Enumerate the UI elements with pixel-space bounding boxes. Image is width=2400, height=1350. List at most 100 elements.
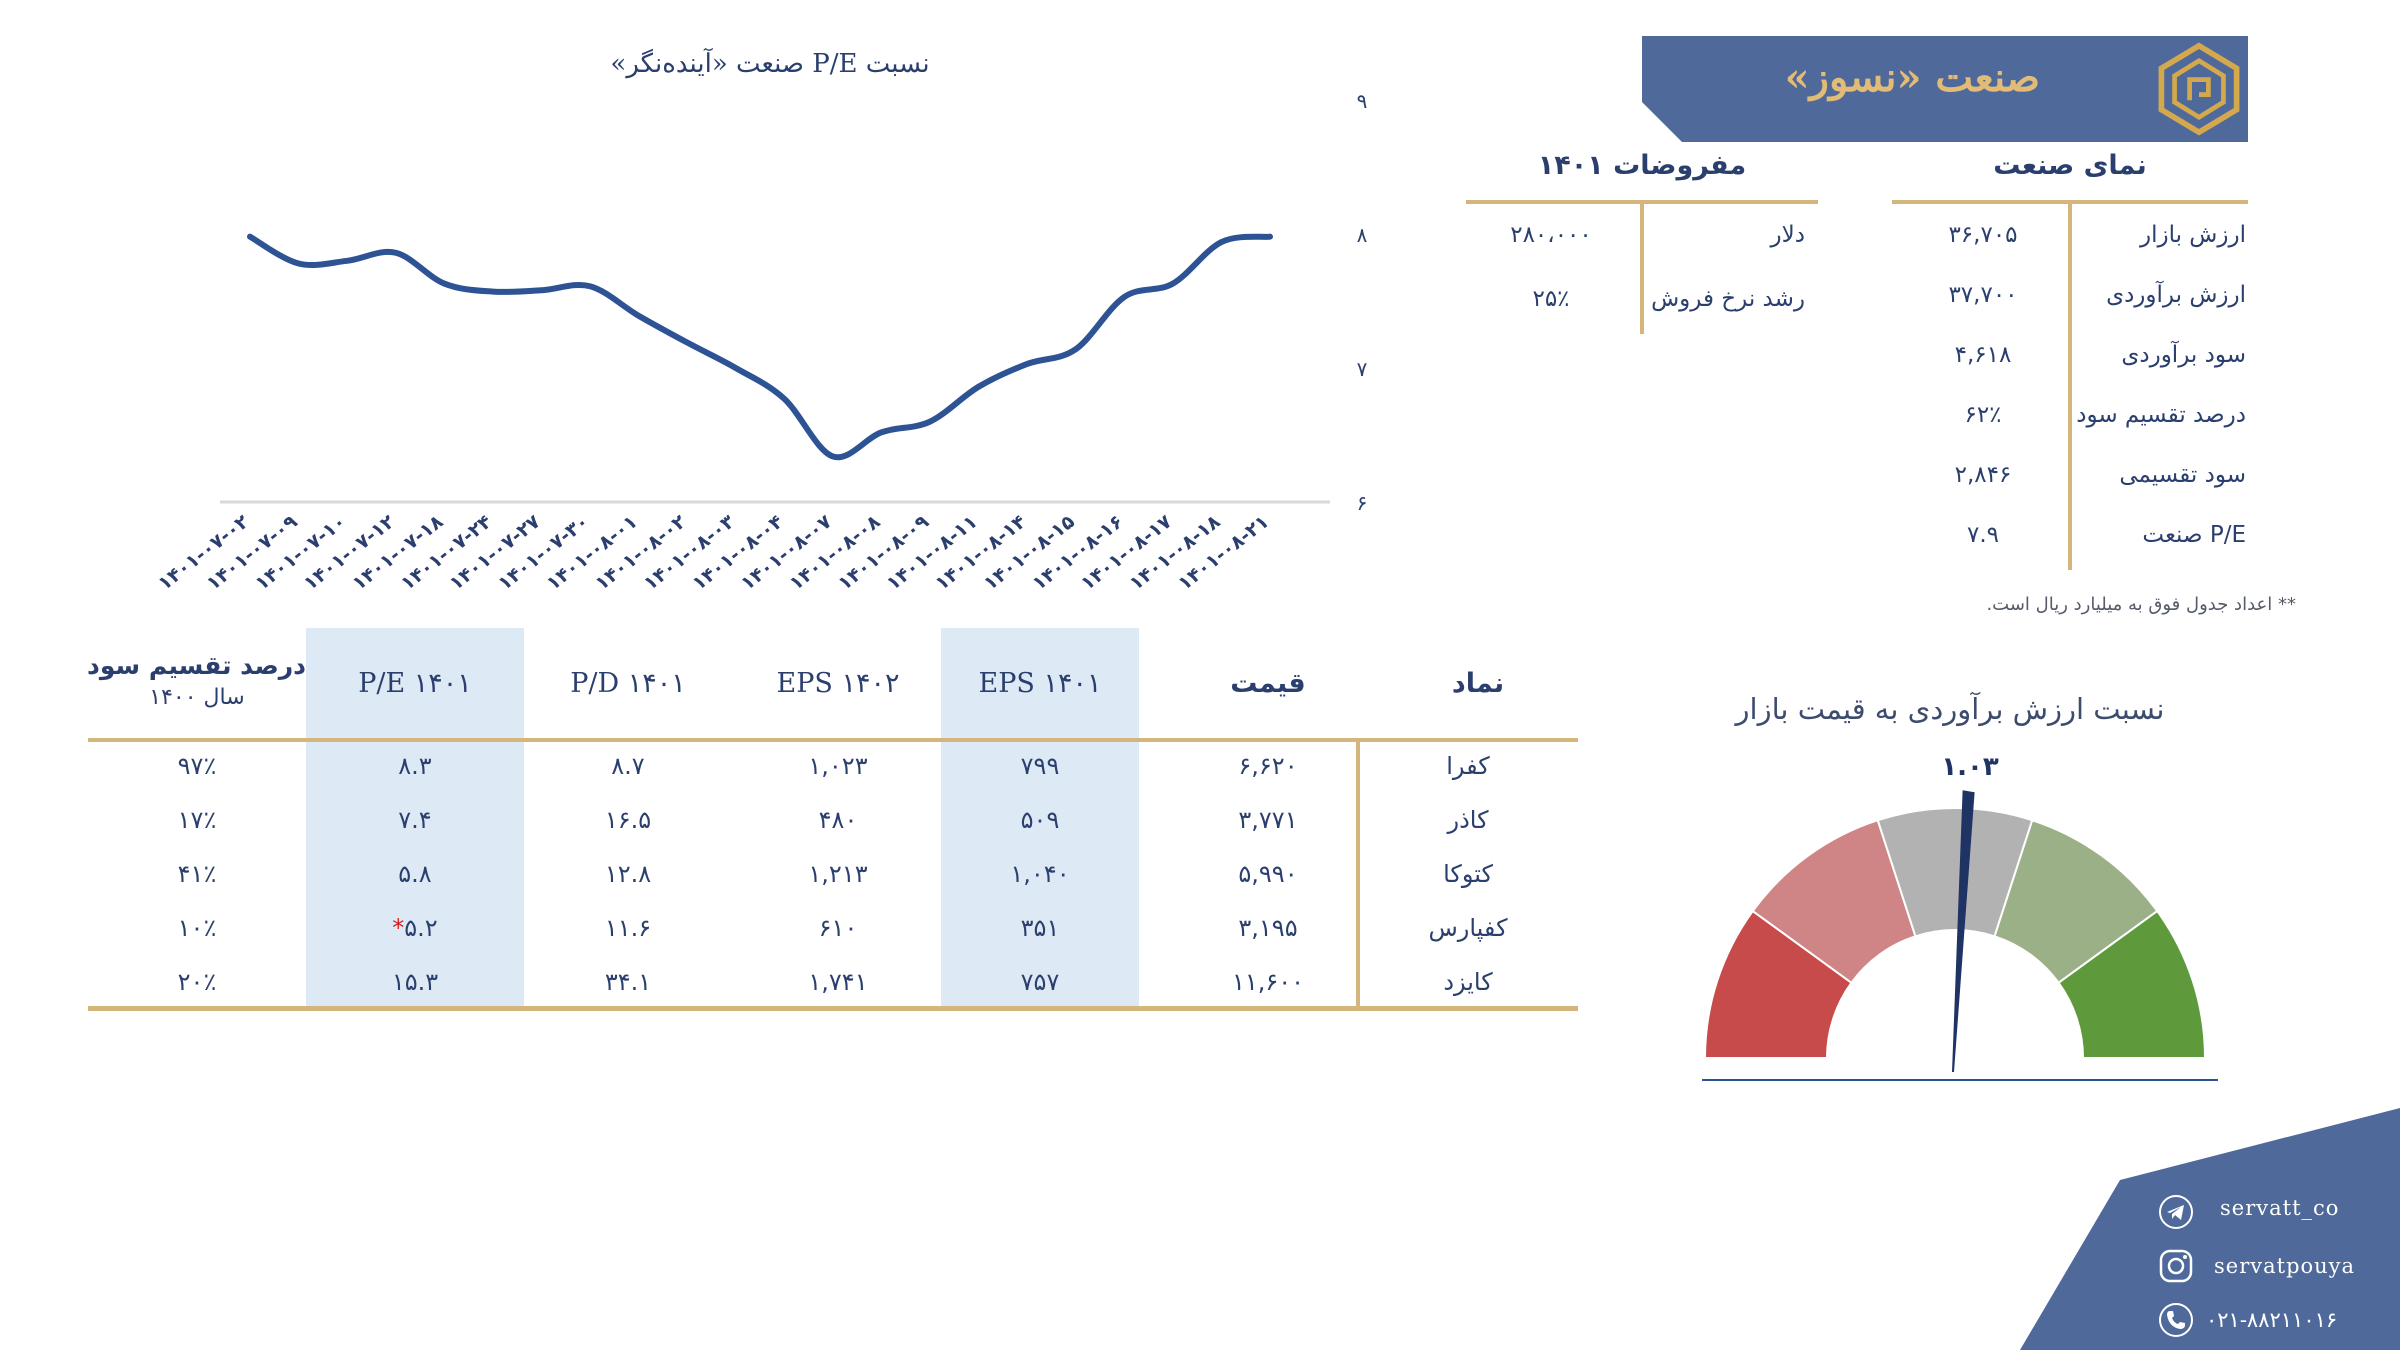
assumptions-divider <box>1640 204 1644 334</box>
eps1401-column-highlight <box>941 628 1139 1008</box>
assumptions-title: مفروضات ۱۴۰۱ <box>1537 150 1747 181</box>
assumption-label: رشد نرخ فروش <box>1651 286 1805 312</box>
header-eps1401: EPS ۱۴۰۱ <box>978 668 1102 699</box>
header-dividend-ratio-line2: سال ۱۴۰۰ <box>149 685 245 710</box>
cell-pd1401: ۳۴.۱ <box>604 968 652 996</box>
y-tick-label: ۷ <box>1357 357 1368 381</box>
cell-eps1402: ۱,۲۱۳ <box>808 860 868 888</box>
industry-view-divider <box>2068 204 2072 570</box>
industry-view-label: درصد تقسیم سود <box>2076 402 2246 428</box>
pe-value: ۱۵.۳ <box>391 968 439 996</box>
cell-dividend-ratio: ۱۷٪ <box>177 806 217 834</box>
header-dividend-ratio: درصد تقسیم سود سال ۱۴۰۰ <box>87 650 306 714</box>
cell-pe1401: ۸.۳ <box>306 752 524 780</box>
footer-panel <box>2020 1108 2400 1350</box>
company-logo <box>2158 42 2240 136</box>
industry-view-title: نمای صنعت <box>1993 150 2147 181</box>
header-pe1401: P/E ۱۴۰۱ <box>358 668 472 699</box>
valuation-gauge <box>1702 790 2218 1081</box>
cell-eps1401: ۱,۰۴۰ <box>1010 860 1070 888</box>
phone-icon[interactable] <box>2158 1302 2194 1338</box>
industry-view-value: ۳۷,۷۰۰ <box>1948 282 2018 308</box>
y-tick-label: ۸ <box>1357 223 1368 247</box>
y-tick-label: ۶ <box>1357 491 1368 515</box>
cell-eps1402: ۱,۰۲۳ <box>808 752 868 780</box>
industry-view-value: ۳۶,۷۰۵ <box>1948 222 2018 248</box>
industry-view-label: ارزش برآوردی <box>2106 282 2246 308</box>
cell-eps1401: ۷۵۷ <box>1020 968 1060 996</box>
cell-eps1401: ۵۰۹ <box>1020 806 1060 834</box>
cell-price: ۶,۶۲۰ <box>1238 752 1298 780</box>
assumption-value: ۲۵٪ <box>1532 286 1570 312</box>
cell-pe1401: ۷.۴ <box>306 806 524 834</box>
cell-symbol: کفرا <box>1446 752 1490 780</box>
instagram-handle[interactable]: servatpouya <box>2214 1254 2356 1278</box>
gauge-band <box>2057 909 2207 1059</box>
cell-dividend-ratio: ۱۰٪ <box>177 914 217 942</box>
pe-value: ۵.۸ <box>398 860 432 888</box>
stocks-table: نماد قیمت EPS ۱۴۰۱ EPS ۱۴۰۲ P/D ۱۴۰۱ P/E… <box>87 628 1578 1013</box>
cell-eps1402: ۴۸۰ <box>818 806 858 834</box>
cell-dividend-ratio: ۲۰٪ <box>177 968 217 996</box>
industry-view-underline <box>1892 200 2248 204</box>
units-note: ** اعداد جدول فوق به میلیارد ریال است. <box>1986 594 2296 615</box>
industry-banner: صنعت «نسوز» <box>1642 36 2248 142</box>
cell-price: ۱۱,۶۰۰ <box>1231 968 1305 996</box>
phone-number[interactable]: ۰۲۱-۸۸۲۱۱۰۱۶ <box>2206 1308 2338 1332</box>
cell-pd1401: ۱۱.۶ <box>604 914 652 942</box>
cell-price: ۳,۷۷۱ <box>1238 806 1298 834</box>
assumption-label: دلار <box>1770 222 1805 248</box>
header-dividend-ratio-line1: درصد تقسیم سود <box>87 651 306 680</box>
industry-view-label: سود تقسیمی <box>2119 462 2246 488</box>
cell-pd1401: ۱۲.۸ <box>604 860 652 888</box>
header-eps1402: EPS ۱۴۰۲ <box>776 668 900 699</box>
pe1401-column-highlight <box>306 628 524 1008</box>
cell-price: ۵,۹۹۰ <box>1238 860 1298 888</box>
gauge-value-label: ۱.۰۳ <box>1941 752 1999 782</box>
telegram-handle[interactable]: servatt_co <box>2220 1196 2340 1220</box>
instagram-icon[interactable] <box>2158 1248 2194 1284</box>
table-header-line <box>88 738 1578 742</box>
pe-value: ۸.۳ <box>398 752 432 780</box>
pe-series-line <box>247 233 1273 461</box>
cell-pe1401: ۱۵.۳ <box>306 968 524 996</box>
table-bottom-line <box>88 1006 1578 1011</box>
assumption-value: ۲۸۰،۰۰۰ <box>1510 222 1592 248</box>
cell-pd1401: ۸.۷ <box>611 752 645 780</box>
cell-symbol: کتوکا <box>1443 860 1493 888</box>
assumptions-underline <box>1466 200 1818 204</box>
industry-title: صنعت «نسوز» <box>1784 54 2040 101</box>
cell-pe1401: ۵.۸ <box>306 860 524 888</box>
cell-symbol: کاذر <box>1447 806 1489 834</box>
cell-dividend-ratio: ۹۷٪ <box>177 752 217 780</box>
pe-value: ۷.۴ <box>398 806 432 834</box>
cell-eps1401: ۷۹۹ <box>1020 752 1060 780</box>
pe-footnote-star: * <box>392 914 405 942</box>
gauge-needle <box>1952 790 1975 1072</box>
header-symbol: نماد <box>1451 668 1505 699</box>
cell-pd1401: ۱۶.۵ <box>604 806 652 834</box>
pe-value: ۵.۲ <box>404 914 438 942</box>
header-pd1401: P/D ۱۴۰۱ <box>570 668 686 699</box>
industry-view-value: ۶۲٪ <box>1964 402 2002 428</box>
industry-view-value: ۴,۶۱۸ <box>1954 342 2012 368</box>
cell-price: ۳,۱۹۵ <box>1238 914 1298 942</box>
y-tick-label: ۹ <box>1357 89 1368 113</box>
telegram-icon[interactable] <box>2158 1194 2194 1230</box>
industry-view-value: ۷.۹ <box>1966 522 2000 548</box>
cell-eps1402: ۱,۷۴۱ <box>808 968 868 996</box>
cell-eps1401: ۳۵۱ <box>1020 914 1060 942</box>
industry-view-label: P/E صنعت <box>2142 522 2246 548</box>
header-price: قیمت <box>1230 668 1306 699</box>
cell-symbol: کایزد <box>1443 968 1493 996</box>
chart-title: نسبت P/E صنعت «آینده‌نگر» <box>610 47 929 79</box>
cell-symbol: کفپارس <box>1428 914 1508 942</box>
table-symbol-divider <box>1356 742 1360 1008</box>
gauge-title: نسبت ارزش برآوردی به قیمت بازار <box>1735 692 2165 726</box>
cell-eps1402: ۶۱۰ <box>818 914 858 942</box>
industry-view-label: ارزش بازار <box>2139 222 2246 248</box>
industry-view-value: ۲,۸۴۶ <box>1954 462 2012 488</box>
cell-pe1401: ۵.۲* <box>306 914 524 942</box>
industry-view-label: سود برآوردی <box>2121 342 2246 368</box>
